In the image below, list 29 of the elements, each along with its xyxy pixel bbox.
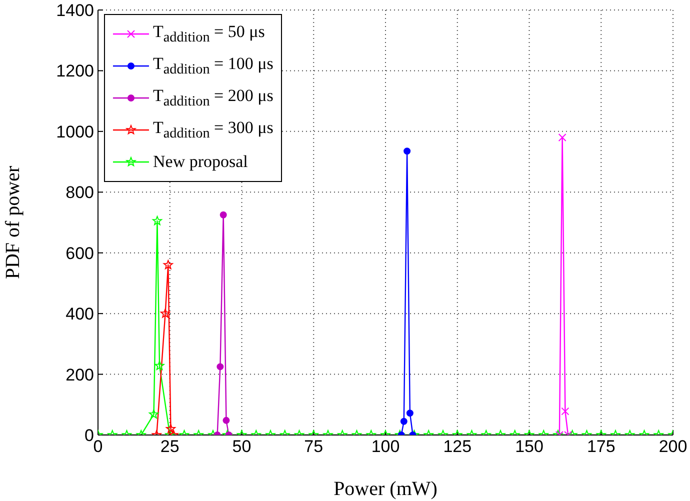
point [558,134,566,142]
x-tick-label: 25 [160,437,180,456]
y-tick-label: 1000 [56,122,94,142]
point [152,216,162,226]
y-tick-label: 400 [66,304,94,324]
y-tick-label: 200 [66,365,94,384]
x-axis-title: Power (mW) [334,478,438,500]
legend-label: T$_{addition}$ = 100 μs [153,54,274,78]
x-tick-label: 100 [371,437,400,456]
y-tick-label: 1400 [56,1,94,20]
y-tick-label: 600 [66,244,94,263]
x-tick-label: 200 [658,437,688,456]
point [154,360,164,370]
point [160,308,170,318]
x-tick-label: 50 [232,437,252,456]
x-tick-label: 75 [304,437,324,456]
y-axis-title: PDF of power [2,166,24,280]
y-tick-label: 800 [66,183,94,202]
x-tick-label: 175 [586,437,616,456]
y-tick-label: 1200 [56,62,94,81]
point [220,211,227,218]
x-tick-label: 125 [443,437,472,456]
legend-label: T$_{addition}$ = 300 μs [153,118,274,142]
point [163,260,173,270]
legend-label: T$_{addition}$ = 200 μs [153,86,274,110]
legend-label: New proposal [153,152,248,172]
point [404,148,411,155]
legend-label: T$_{addition}$ = 50 μs [153,22,265,46]
x-tick-label: 150 [515,437,544,456]
